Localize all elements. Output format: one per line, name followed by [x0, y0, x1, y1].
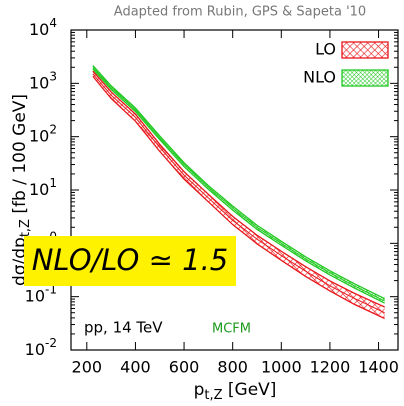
band-values-line: [92, 66, 385, 302]
x-tick-label: 400: [120, 358, 151, 377]
y-tick-base: 10: [29, 126, 49, 145]
x-tick-label: 1000: [261, 358, 302, 377]
x-label-main: p: [194, 380, 205, 400]
legend-label: LO: [315, 40, 336, 59]
y-tick-base: 10: [25, 286, 45, 305]
y-tick-base: 10: [29, 20, 49, 39]
x-label-unit: [GeV]: [223, 380, 277, 400]
ratio-annotation: NLO/LO ≃ 1.5: [32, 243, 229, 277]
y-tick-exp: -1: [45, 282, 57, 296]
band-upper-line: [92, 70, 385, 308]
band-upper-line: [92, 65, 385, 300]
y-tick-exp: 0: [49, 229, 57, 243]
band-values-line: [92, 73, 385, 314]
y-tick-base: 10: [29, 73, 49, 92]
band-lower-line: [92, 75, 385, 320]
ratio-box: [24, 236, 236, 286]
x-axis-label: pt,Z [GeV]: [194, 380, 277, 403]
legend-swatch: [341, 69, 389, 87]
process-annotation: pp, 14 TeV: [84, 319, 163, 337]
y-label-unit: [fb / 100 GeV]: [10, 94, 30, 219]
y-tick-label: 102: [29, 122, 57, 145]
y-tick-exp: 2: [49, 122, 57, 136]
y-tick-exp: -2: [45, 336, 57, 350]
x-tick-label: 1400: [358, 358, 399, 377]
x-tick-label: 800: [217, 358, 248, 377]
y-tick-label: 10-1: [25, 282, 57, 305]
y-tick-exp: 4: [49, 16, 57, 30]
y-tick-label: 104: [29, 16, 57, 39]
y-tick-exp: 1: [49, 176, 57, 190]
x-tick-label: 200: [72, 358, 103, 377]
generator-annotation: MCFM: [212, 322, 251, 337]
x-label-sub: t,Z: [204, 388, 222, 403]
y-tick-label: 103: [29, 69, 57, 92]
y-tick-label: 10-2: [25, 336, 57, 359]
chart-title: Adapted from Rubin, GPS & Sapeta '10: [114, 5, 366, 20]
y-tick-base: 10: [25, 340, 45, 359]
y-label-sub: t,Z: [18, 219, 33, 237]
x-tick-label: 1200: [310, 358, 351, 377]
legend-swatch: [341, 41, 389, 59]
y-tick-label: 101: [29, 176, 57, 199]
y-tick-exp: 3: [49, 69, 57, 83]
y-tick-base: 10: [29, 180, 49, 199]
band-lower-line: [92, 68, 385, 304]
x-tick-label: 600: [169, 358, 200, 377]
legend-label: NLO: [303, 68, 336, 87]
